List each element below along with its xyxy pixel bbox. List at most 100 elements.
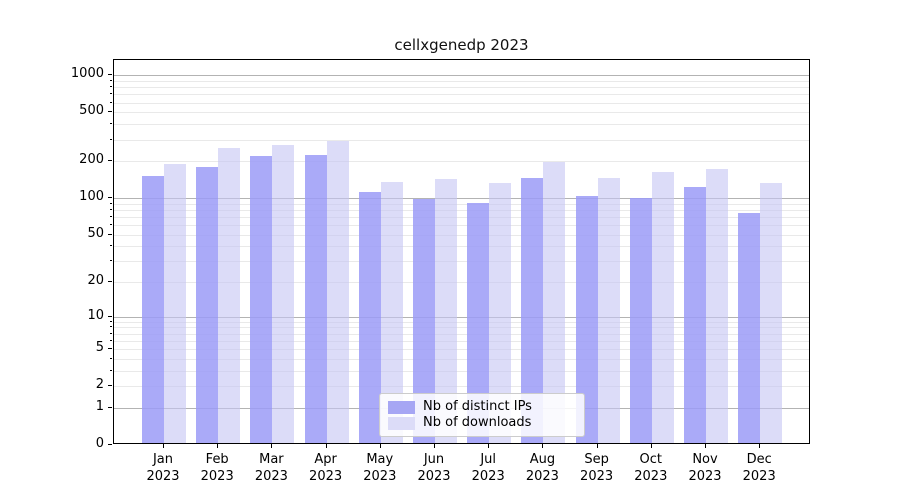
gridline-minor — [114, 349, 809, 351]
bar-downloads-jul — [489, 182, 512, 443]
bar-distinct-ips-apr — [304, 154, 327, 443]
bar-downloads-jun — [435, 178, 457, 443]
y-tick-mark — [108, 74, 112, 76]
bar-distinct-ips-sep — [575, 196, 598, 443]
y-tick-mark — [108, 197, 112, 199]
gridline-minor — [114, 386, 809, 388]
gridline-minor — [114, 203, 809, 205]
x-tick-mark — [650, 444, 652, 448]
x-tick-mark — [379, 444, 381, 448]
bar-distinct-ips-jun — [413, 198, 435, 443]
gridline-minor — [114, 340, 809, 342]
y-minor-tick-mark — [110, 332, 112, 334]
x-tick-label-oct: Oct 2023 — [634, 452, 668, 484]
y-minor-tick-mark — [110, 215, 112, 217]
y-minor-tick-mark — [110, 202, 112, 204]
gridline-minor — [114, 124, 809, 126]
y-tick-label: 10 — [87, 307, 104, 323]
bar-distinct-ips-aug — [521, 177, 544, 443]
gridline-minor — [114, 225, 809, 226]
y-tick-mark — [108, 444, 112, 445]
gridline-minor — [114, 81, 809, 82]
gridline-minor — [114, 261, 809, 263]
y-minor-tick-mark — [110, 385, 112, 387]
gridline-minor — [114, 246, 809, 248]
x-tick-label-aug: Aug 2023 — [525, 452, 559, 484]
y-tick-label: 100 — [79, 189, 104, 205]
y-minor-tick-mark — [110, 369, 112, 371]
y-tick-label: 50 — [87, 225, 104, 241]
gridline-minor — [114, 102, 809, 104]
y-minor-tick-mark — [110, 320, 112, 322]
chart-title: cellxgenedp 2023 — [394, 36, 529, 54]
y-minor-tick-mark — [110, 123, 112, 125]
x-tick-mark — [488, 444, 490, 448]
bar-distinct-ips-jul — [467, 203, 490, 443]
bar-distinct-ips-mar — [250, 156, 273, 443]
y-minor-tick-mark — [110, 111, 112, 113]
x-tick-label-dec: Dec 2023 — [742, 452, 776, 484]
bar-downloads-nov — [706, 168, 728, 443]
gridline-minor — [114, 209, 809, 211]
bar-distinct-ips-nov — [684, 187, 706, 443]
y-minor-tick-mark — [110, 208, 112, 210]
y-tick-label: 0 — [95, 436, 104, 451]
y-minor-tick-mark — [110, 86, 112, 88]
y-tick-label: 1000 — [70, 66, 104, 82]
y-minor-tick-mark — [110, 160, 112, 162]
gridline-minor — [114, 358, 809, 360]
gridline-major — [114, 75, 809, 77]
x-tick-mark — [434, 444, 435, 448]
y-minor-tick-mark — [110, 93, 112, 95]
x-tick-mark — [217, 444, 219, 448]
gridline-minor — [114, 333, 809, 335]
gridline-major — [114, 316, 809, 318]
bar-distinct-ips-dec — [738, 213, 761, 443]
x-tick-label-jun: Jun 2023 — [417, 452, 451, 484]
y-minor-tick-mark — [110, 224, 112, 225]
bar-downloads-aug — [543, 162, 566, 443]
x-tick-mark — [163, 444, 164, 448]
y-tick-label: 500 — [79, 103, 104, 119]
x-tick-label-jan: Jan 2023 — [146, 452, 180, 484]
y-minor-tick-mark — [110, 357, 112, 359]
legend-label-distinct-ips: Nb of distinct IPs — [423, 399, 532, 414]
y-tick-label: 20 — [87, 273, 104, 289]
x-tick-label-sep: Sep 2023 — [580, 452, 614, 484]
bar-downloads-jan — [164, 164, 186, 443]
bar-distinct-ips-feb — [196, 167, 219, 443]
y-tick-label: 1 — [95, 398, 104, 414]
legend-swatch-downloads — [388, 416, 415, 430]
gridline-minor — [114, 94, 809, 96]
gridline-minor — [114, 139, 809, 141]
y-tick-label: 200 — [79, 152, 104, 168]
y-minor-tick-mark — [110, 245, 112, 247]
x-tick-mark — [325, 444, 327, 448]
x-tick-label-apr: Apr 2023 — [309, 452, 343, 484]
y-minor-tick-mark — [110, 233, 112, 235]
bar-distinct-ips-jan — [142, 176, 164, 443]
y-minor-tick-mark — [110, 80, 112, 81]
x-tick-label-may: May 2023 — [363, 452, 397, 484]
bar-distinct-ips-may — [358, 191, 381, 443]
gridline-minor — [114, 282, 809, 284]
x-tick-mark — [705, 444, 706, 448]
gridline-minor — [114, 321, 809, 323]
y-minor-tick-mark — [110, 339, 112, 341]
bar-downloads-mar — [272, 145, 295, 443]
gridline-major — [114, 198, 809, 200]
x-tick-label-mar: Mar 2023 — [254, 452, 288, 484]
gridline-minor — [114, 161, 809, 163]
legend-entry-downloads: Nb of downloads — [388, 415, 576, 431]
x-tick-label-nov: Nov 2023 — [688, 452, 722, 484]
gridline-minor — [114, 327, 809, 329]
bar-downloads-may — [380, 181, 403, 443]
x-tick-mark — [596, 444, 598, 448]
bar-downloads-sep — [597, 177, 620, 443]
bar-distinct-ips-oct — [629, 198, 652, 443]
x-tick-label-feb: Feb 2023 — [200, 452, 234, 484]
legend: Nb of distinct IPs Nb of downloads — [379, 393, 585, 437]
legend-swatch-distinct-ips — [388, 400, 415, 414]
y-tick-mark — [108, 406, 112, 408]
